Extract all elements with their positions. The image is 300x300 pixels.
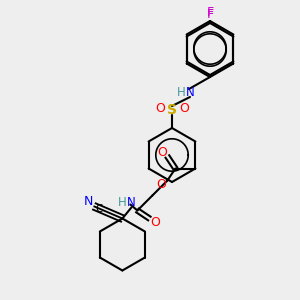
Text: F: F — [206, 8, 214, 22]
Text: H: H — [118, 196, 127, 209]
Text: N: N — [127, 196, 136, 209]
Text: O: O — [156, 178, 166, 191]
Text: S: S — [167, 103, 177, 117]
Text: O: O — [158, 146, 167, 159]
Text: O: O — [155, 103, 165, 116]
Text: O: O — [150, 216, 160, 229]
Text: N: N — [84, 195, 93, 208]
Text: C: C — [96, 203, 103, 214]
Text: O: O — [179, 103, 189, 116]
Text: H: H — [177, 85, 185, 98]
Text: N: N — [186, 85, 194, 98]
Text: F: F — [206, 5, 214, 19]
